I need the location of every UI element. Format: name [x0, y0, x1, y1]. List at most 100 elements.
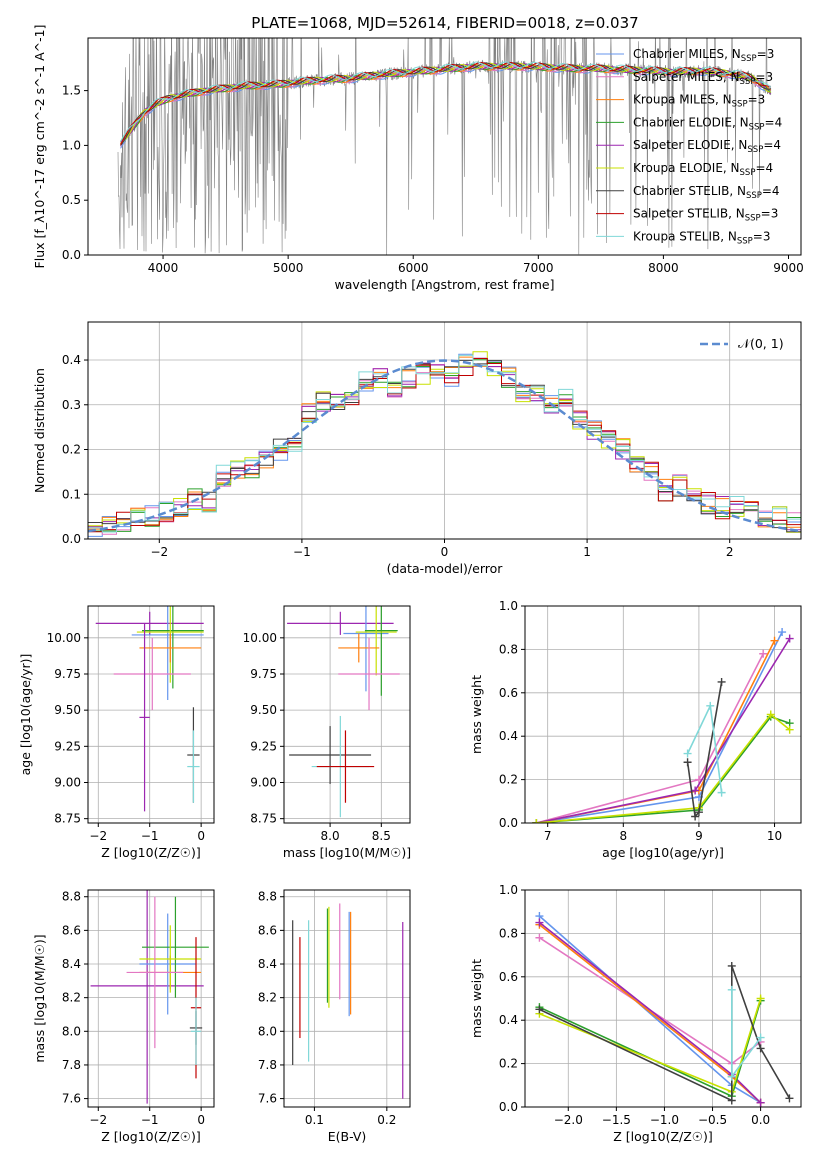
legend-label: Kroupa STELIB, NSSP=3 — [633, 229, 771, 246]
mass-weight-marker — [717, 788, 726, 797]
legend-label: 𝒩(0, 1) — [738, 336, 784, 351]
legend-label: Salpeter MILES, NSSP=3 — [633, 70, 773, 87]
legend-count: =3 — [748, 93, 766, 107]
y-tick-label: 0.4 — [499, 1013, 518, 1027]
axes-frame — [283, 889, 411, 1108]
mass-weight-marker — [785, 1094, 794, 1103]
x-tick-label: 6000 — [398, 261, 429, 275]
legend-label: Kroupa ELODIE, NSSP=4 — [633, 161, 773, 178]
y-tick-label: 10.00 — [243, 631, 277, 645]
y-tick-label: 9.75 — [250, 667, 277, 681]
panel-residuals: −2 −1 0 1 2 0.0 0.1 0.2 0.3 0.4 (data-model)/error… — [32, 321, 802, 576]
x-tick-label: 0 — [197, 1113, 205, 1127]
y-axis-label: mass weight — [469, 959, 484, 1038]
legend-count: =4 — [765, 115, 783, 129]
x-tick-label: 9000 — [773, 261, 804, 275]
y-tick-label: 0.2 — [62, 443, 81, 457]
mass-weight-marker — [535, 933, 544, 942]
residual-histogram-step — [88, 359, 801, 533]
plot-area — [88, 351, 801, 537]
panel-weight_vs_age: 7 8 9 10 0.0 0.2 0.4 0.6 0.8 1.0 age [log10(age/yr… — [469, 599, 802, 860]
y-tick-label: 9.75 — [54, 667, 81, 681]
legend-label: Salpeter STELIB, NSSP=3 — [633, 207, 778, 224]
x-axis-label: Z [log10(Z/Z☉)] — [101, 845, 201, 860]
x-tick-label: 8 — [619, 829, 627, 843]
y-tick-label: 10.00 — [47, 631, 81, 645]
x-tick-label: 0.2 — [377, 1113, 396, 1127]
residual-histogram-step — [88, 358, 801, 533]
legend-subscript: SSP — [746, 191, 762, 201]
mass-weight-marker — [706, 701, 715, 710]
axes-frame — [524, 889, 802, 1108]
mass-weight-marker — [727, 961, 736, 970]
mass-weight-marker — [535, 1005, 544, 1014]
y-tick-label: 0.6 — [499, 686, 518, 700]
y-tick-label: 0.0 — [62, 248, 81, 262]
y-tick-label: 7.8 — [258, 1058, 277, 1072]
mass-weight-marker — [778, 628, 787, 637]
x-tick-label: 9 — [695, 829, 703, 843]
mass-weight-line — [536, 631, 783, 823]
x-tick-label: −2 — [150, 545, 168, 559]
legend-count: =3 — [757, 47, 775, 61]
x-tick-label: 2 — [726, 545, 734, 559]
axes-frame — [524, 605, 802, 824]
legend-count: =4 — [763, 138, 781, 152]
axes-frame — [283, 605, 411, 824]
y-tick-label: 9.00 — [54, 775, 81, 789]
x-tick-label: −1 — [141, 1113, 159, 1127]
y-axis-label: Flux [f_λ10^-17 erg cm^-2 s^-1 A^-1] — [32, 25, 47, 269]
legend-count: =3 — [761, 207, 779, 221]
legend-count: =3 — [755, 70, 773, 84]
legend-subscript: SSP — [745, 214, 761, 224]
y-tick-label: 8.2 — [258, 991, 277, 1005]
y-tick-label: 1.0 — [499, 599, 518, 613]
legend-label: Salpeter ELODIE, NSSP=4 — [633, 138, 781, 155]
mass-weight-marker — [727, 1096, 736, 1105]
y-tick-label: 1.0 — [62, 138, 81, 152]
x-tick-label: 8.0 — [321, 829, 340, 843]
mass-weight-marker — [759, 649, 768, 658]
figure-title: PLATE=1068, MJD=52614, FIBERID=0018, z=0… — [251, 14, 638, 32]
x-tick-label: 4000 — [148, 261, 179, 275]
mass-weight-marker — [727, 1072, 736, 1081]
x-tick-label: −1.0 — [650, 1113, 679, 1127]
mass-weight-marker — [683, 758, 692, 767]
legend-count: =3 — [753, 229, 771, 243]
y-tick-label: 1.0 — [499, 883, 518, 897]
legend-subscript: SSP — [740, 77, 756, 87]
mass-weight-marker — [756, 1044, 765, 1053]
x-tick-label: 0 — [197, 829, 205, 843]
plot-area — [532, 628, 794, 823]
x-tick-label: −1 — [293, 545, 311, 559]
x-tick-label: 8.5 — [372, 829, 391, 843]
legend-count: =4 — [755, 161, 773, 175]
legend-subscript: SSP — [740, 168, 756, 178]
plot-area — [535, 912, 794, 1107]
y-tick-label: 9.50 — [250, 703, 277, 717]
mass-weight-line — [536, 715, 790, 823]
model-spectrum-line — [120, 62, 772, 146]
y-tick-label: 8.4 — [258, 957, 277, 971]
mass-weight-marker — [756, 1033, 765, 1042]
mass-weight-marker — [717, 677, 726, 686]
plot-area — [90, 890, 209, 1104]
axes-frame — [87, 605, 215, 824]
y-axis-label: mass [log10(M/M☉)] — [32, 934, 47, 1062]
y-tick-label: 8.75 — [250, 812, 277, 826]
x-tick-label: 0 — [441, 545, 449, 559]
y-tick-label: 0.8 — [499, 926, 518, 940]
plot-area — [117, 38, 772, 255]
x-tick-label: −1 — [141, 829, 159, 843]
axes-frame — [87, 321, 802, 540]
x-tick-label: 5000 — [273, 261, 304, 275]
mass-weight-marker — [756, 1098, 765, 1107]
y-tick-label: 9.25 — [250, 739, 277, 753]
y-axis-label: Normed distribution — [32, 368, 47, 493]
y-tick-label: 8.0 — [62, 1024, 81, 1038]
y-tick-label: 0.0 — [499, 816, 518, 830]
y-tick-label: 9.25 — [54, 739, 81, 753]
y-tick-label: 0.2 — [499, 773, 518, 787]
x-tick-label: −2.0 — [554, 1113, 583, 1127]
